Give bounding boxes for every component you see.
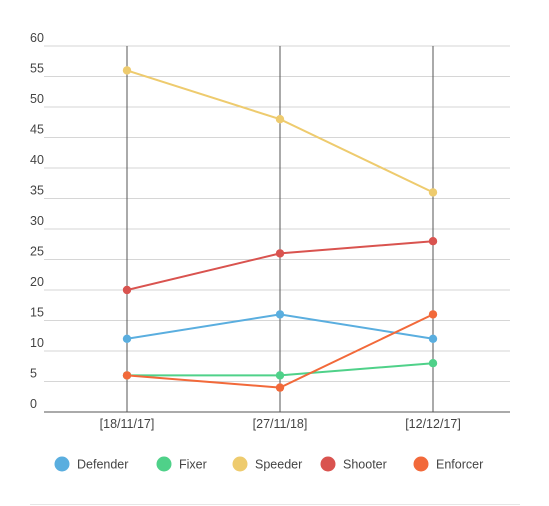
- y-tick-label: 50: [30, 92, 44, 106]
- legend-item-speeder[interactable]: Speeder: [232, 456, 303, 472]
- y-tick-label: 60: [30, 31, 44, 45]
- data-point-fixer[interactable]: [275, 371, 285, 380]
- legend-swatch: [54, 456, 70, 472]
- data-point-fixer[interactable]: [428, 359, 438, 368]
- x-axis-tick-labels: [18/11/17] [27/11/18] [12/12/17]: [100, 417, 461, 431]
- data-point-speeder[interactable]: [122, 66, 132, 75]
- series-enforcer: [122, 310, 438, 392]
- y-tick-label: 15: [30, 306, 44, 320]
- y-tick-label: 20: [30, 275, 44, 289]
- legend-item-shooter[interactable]: Shooter: [320, 456, 387, 472]
- y-axis-tick-labels: 0 5 10 15 20 25 30 35 40 45 50 55 60: [30, 31, 44, 411]
- legend-label: Shooter: [343, 458, 387, 472]
- data-point-enforcer[interactable]: [428, 310, 438, 319]
- grid: [44, 45, 510, 413]
- x-tick-label: [12/12/17]: [405, 417, 461, 431]
- x-tick-label: [27/11/18]: [253, 417, 308, 431]
- series-speeder: [122, 66, 438, 197]
- data-point-defender[interactable]: [275, 310, 285, 319]
- legend-label: Fixer: [179, 458, 207, 472]
- legend-label: Speeder: [255, 458, 302, 472]
- legend-swatch: [156, 456, 172, 472]
- y-tick-label: 35: [30, 184, 44, 198]
- series-defender: [122, 310, 438, 343]
- legend-label: Defender: [77, 458, 128, 472]
- legend: Defender Fixer Speeder Shooter Enforcer: [54, 456, 484, 472]
- y-tick-label: 45: [30, 123, 44, 137]
- data-point-defender[interactable]: [122, 334, 132, 343]
- y-tick-label: 30: [30, 214, 44, 228]
- y-tick-label: 40: [30, 153, 44, 167]
- data-point-shooter[interactable]: [275, 249, 285, 258]
- data-point-speeder[interactable]: [428, 188, 438, 197]
- data-point-enforcer[interactable]: [122, 371, 132, 380]
- data-point-shooter[interactable]: [428, 237, 438, 246]
- y-tick-label: 0: [30, 397, 37, 411]
- data-point-speeder[interactable]: [275, 115, 285, 124]
- series-lines: [122, 66, 438, 392]
- data-point-enforcer[interactable]: [275, 383, 285, 392]
- data-point-shooter[interactable]: [122, 285, 132, 295]
- x-tick-label: [18/11/17]: [100, 417, 155, 431]
- data-point-defender[interactable]: [428, 334, 438, 343]
- legend-item-enforcer[interactable]: Enforcer: [413, 456, 484, 472]
- legend-swatch: [232, 456, 248, 472]
- legend-swatch: [413, 456, 429, 472]
- y-tick-label: 10: [30, 336, 44, 350]
- bottom-divider: [30, 504, 520, 505]
- y-tick-label: 5: [30, 367, 37, 381]
- legend-item-defender[interactable]: Defender: [54, 456, 129, 472]
- legend-swatch: [320, 456, 336, 472]
- series-shooter: [122, 237, 438, 295]
- legend-item-fixer[interactable]: Fixer: [156, 456, 207, 472]
- y-tick-label: 55: [30, 62, 44, 76]
- y-tick-label: 25: [30, 245, 44, 259]
- legend-label: Enforcer: [436, 458, 483, 472]
